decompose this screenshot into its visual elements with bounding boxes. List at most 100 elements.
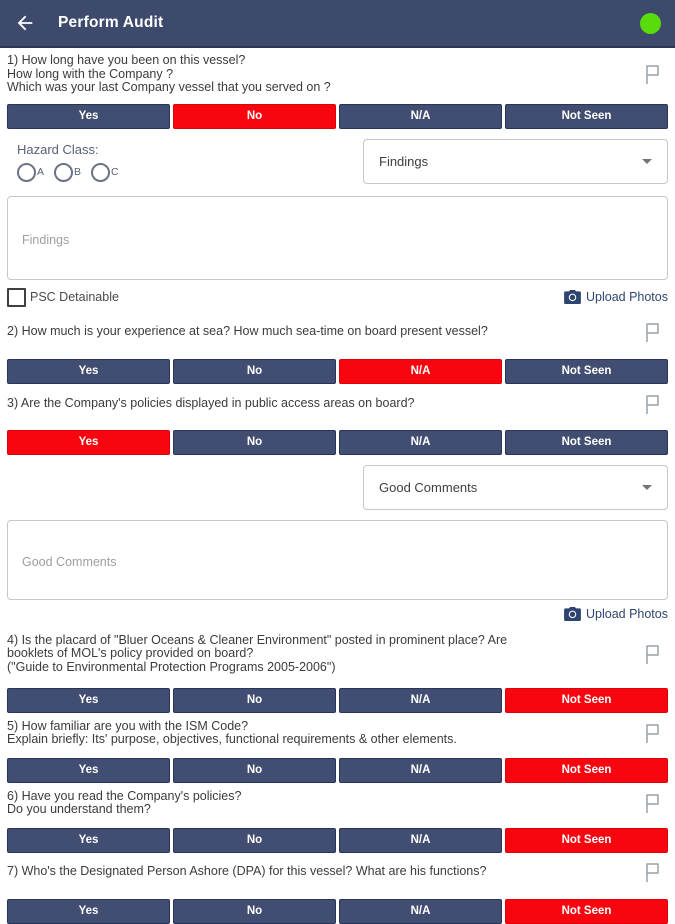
- question-4-line-2: booklets of MOL's policy provided on boa…: [7, 646, 254, 661]
- question-2-answers: Yes No N/A Not Seen: [7, 358, 668, 384]
- question-5-line-2: Explain briefly: Its' purpose, objective…: [7, 732, 457, 747]
- answer-no-button[interactable]: No: [173, 687, 336, 713]
- answer-na-button[interactable]: N/A: [339, 827, 502, 853]
- hazard-findings-row: Hazard Class: A B C Findings: [7, 138, 668, 184]
- answer-na-button[interactable]: N/A: [339, 898, 502, 924]
- checkbox-icon: [7, 287, 26, 307]
- question-5-line-1: 5) How familiar are you with the ISM Cod…: [7, 718, 249, 733]
- findings-dropdown[interactable]: Findings: [363, 138, 668, 184]
- question-6-line-2: Do you understand them?: [7, 802, 151, 817]
- answer-yes-button[interactable]: Yes: [7, 687, 170, 713]
- answer-yes-button[interactable]: Yes: [7, 358, 170, 384]
- question-5-row: 5) How familiar are you with the ISM Cod…: [7, 718, 668, 747]
- upload-row: Upload Photos: [7, 606, 668, 621]
- psc-detainable-checkbox[interactable]: PSC Detainable: [7, 287, 119, 307]
- answer-no-button[interactable]: No: [173, 827, 336, 853]
- answer-not-seen-button[interactable]: Not Seen: [505, 103, 668, 129]
- answer-yes-button[interactable]: Yes: [7, 827, 170, 853]
- question-3-line-1: 3) Are the Company's policies displayed …: [7, 395, 415, 410]
- camera-icon: [564, 290, 581, 305]
- flag-icon[interactable]: [642, 634, 662, 675]
- page-title: Perform Audit: [58, 14, 164, 31]
- question-3-text: 3) Are the Company's policies displayed …: [7, 395, 415, 411]
- good-comments-dropdown-value: Good Comments: [379, 479, 478, 495]
- answer-no-button[interactable]: No: [173, 358, 336, 384]
- upload-photos-label: Upload Photos: [585, 606, 668, 621]
- dropdown-caret-icon: [642, 484, 652, 490]
- answer-yes-button[interactable]: Yes: [7, 898, 170, 924]
- back-button[interactable]: [14, 12, 36, 34]
- question-1-line-2: How long with the Company ?: [7, 66, 174, 81]
- question-2-row: 2) How much is your experience at sea? H…: [7, 321, 668, 343]
- upload-photos-button[interactable]: Upload Photos: [564, 606, 668, 621]
- upload-photos-label: Upload Photos: [585, 290, 668, 305]
- question-4-answers: Yes No N/A Not Seen: [7, 687, 668, 713]
- answer-yes-button[interactable]: Yes: [7, 429, 170, 455]
- question-6-answers: Yes No N/A Not Seen: [7, 827, 668, 853]
- app-bar: Perform Audit: [0, 0, 675, 48]
- answer-na-button[interactable]: N/A: [339, 429, 502, 455]
- answer-yes-button[interactable]: Yes: [7, 103, 170, 129]
- radio-circle-icon: [54, 162, 74, 182]
- question-1-line-3: Which was your last Company vessel that …: [7, 80, 331, 95]
- answer-na-button[interactable]: N/A: [339, 687, 502, 713]
- question-1-row: 1) How long have you been on this vessel…: [7, 53, 668, 95]
- question-2-text: 2) How much is your experience at sea? H…: [7, 323, 488, 339]
- answer-not-seen-button[interactable]: Not Seen: [505, 429, 668, 455]
- flag-icon[interactable]: [642, 790, 662, 817]
- flag-icon[interactable]: [642, 720, 662, 747]
- flag-icon[interactable]: [642, 393, 662, 415]
- question-1-answers: Yes No N/A Not Seen: [7, 103, 668, 129]
- dropdown-caret-icon: [642, 158, 652, 164]
- question-1-line-1: 1) How long have you been on this vessel…: [7, 53, 246, 67]
- question-5-text: 5) How familiar are you with the ISM Cod…: [7, 718, 457, 747]
- question-6-text: 6) Have you read the Company's policies?…: [7, 788, 242, 817]
- question-4-row: 4) Is the placard of "Bluer Oceans & Cle…: [7, 632, 668, 675]
- flag-icon[interactable]: [642, 54, 662, 95]
- answer-not-seen-button[interactable]: Not Seen: [505, 358, 668, 384]
- good-comments-textarea[interactable]: [7, 519, 668, 600]
- answer-not-seen-button[interactable]: Not Seen: [505, 898, 668, 924]
- hazard-c-label: C: [111, 166, 119, 179]
- answer-no-button[interactable]: No: [173, 429, 336, 455]
- status-indicator-dot: [640, 12, 661, 34]
- question-3-row: 3) Are the Company's policies displayed …: [7, 393, 668, 415]
- hazard-class-label: Hazard Class:: [17, 141, 99, 157]
- question-2-line-1: 2) How much is your experience at sea? H…: [7, 323, 488, 338]
- hazard-radio-a[interactable]: A: [17, 162, 44, 182]
- answer-na-button[interactable]: N/A: [339, 103, 502, 129]
- question-5-answers: Yes No N/A Not Seen: [7, 757, 668, 783]
- question-6-line-1: 6) Have you read the Company's policies?: [7, 788, 242, 803]
- question-7-answers: Yes No N/A Not Seen: [7, 898, 668, 924]
- psc-upload-row: PSC Detainable Upload Photos: [7, 287, 668, 307]
- good-comments-dropdown[interactable]: Good Comments: [363, 464, 668, 510]
- good-comments-dropdown-row: Good Comments: [7, 464, 668, 510]
- question-7-line-1: 7) Who's the Designated Person Ashore (D…: [7, 864, 487, 879]
- hazard-radio-c[interactable]: C: [91, 162, 119, 182]
- answer-no-button[interactable]: No: [173, 757, 336, 783]
- findings-dropdown-value: Findings: [379, 153, 429, 169]
- answer-no-button[interactable]: No: [173, 103, 336, 129]
- question-4-line-1: 4) Is the placard of "Bluer Oceans & Cle…: [7, 632, 508, 647]
- question-4-line-3: ("Guide to Environmental Protection Prog…: [7, 659, 336, 674]
- hazard-radio-b[interactable]: B: [54, 162, 82, 182]
- radio-circle-icon: [17, 162, 36, 182]
- answer-na-button[interactable]: N/A: [339, 757, 502, 783]
- flag-icon[interactable]: [642, 321, 662, 343]
- answer-not-seen-button[interactable]: Not Seen: [505, 687, 668, 713]
- answer-not-seen-button[interactable]: Not Seen: [505, 827, 668, 853]
- answer-no-button[interactable]: No: [173, 898, 336, 924]
- flag-icon[interactable]: [642, 861, 662, 883]
- hazard-b-label: B: [74, 166, 82, 179]
- upload-photos-button[interactable]: Upload Photos: [564, 290, 668, 305]
- question-3-answers: Yes No N/A Not Seen: [7, 429, 668, 455]
- answer-na-button[interactable]: N/A: [339, 358, 502, 384]
- question-7-text: 7) Who's the Designated Person Ashore (D…: [7, 865, 486, 879]
- question-6-row: 6) Have you read the Company's policies?…: [7, 788, 668, 817]
- findings-textarea[interactable]: [7, 195, 668, 280]
- answer-yes-button[interactable]: Yes: [7, 757, 170, 783]
- hazard-class-radios: A B C: [17, 162, 129, 182]
- question-4-text: 4) Is the placard of "Bluer Oceans & Cle…: [7, 632, 508, 675]
- answer-not-seen-button[interactable]: Not Seen: [505, 757, 668, 783]
- psc-detainable-label: PSC Detainable: [30, 290, 119, 305]
